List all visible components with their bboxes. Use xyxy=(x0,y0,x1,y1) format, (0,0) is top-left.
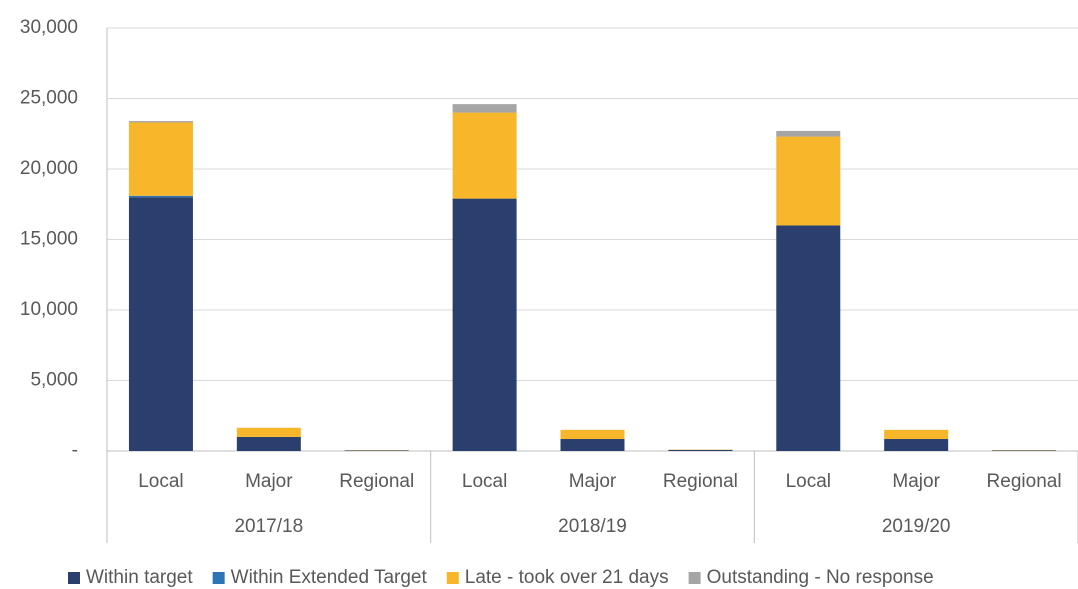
bar-segment xyxy=(128,121,193,123)
bar-segment xyxy=(452,104,517,113)
x-tick-label: Regional xyxy=(339,471,414,492)
group-label: 2019/20 xyxy=(882,516,951,537)
bar-segment xyxy=(776,225,841,451)
x-tick-label: Local xyxy=(462,471,507,492)
bar-segment xyxy=(236,436,301,451)
x-tick-label: Regional xyxy=(663,471,738,492)
bar-segment xyxy=(452,112,517,199)
x-tick-label: Regional xyxy=(987,471,1062,492)
group-label: 2017/18 xyxy=(234,516,303,537)
bar-segment xyxy=(128,197,193,451)
legend-swatch xyxy=(688,572,701,584)
x-tick-label: Local xyxy=(786,471,831,492)
bar-segment xyxy=(776,136,841,226)
x-tick-label: Local xyxy=(138,471,183,492)
x-tick-label: Major xyxy=(892,471,940,492)
bar-segment xyxy=(560,439,625,451)
bar-segment xyxy=(452,198,517,451)
legend-swatch xyxy=(68,572,80,584)
legend-label: Within Extended Target xyxy=(231,567,428,588)
bar-segment xyxy=(884,429,949,440)
y-tick-label: 5,000 xyxy=(30,370,78,391)
bar-segment xyxy=(776,130,841,137)
legend-label: Late - took over 21 days xyxy=(465,567,669,588)
y-tick-label: 10,000 xyxy=(20,299,78,320)
bar-segment xyxy=(884,439,949,451)
bar-segment xyxy=(560,429,625,440)
bar-segment xyxy=(128,195,193,198)
bar-segment xyxy=(128,122,193,196)
y-tick-label: 15,000 xyxy=(20,229,78,250)
y-tick-label: 25,000 xyxy=(20,88,78,109)
x-tick-label: Major xyxy=(245,471,293,492)
x-tick-label: Major xyxy=(569,471,617,492)
y-tick-label: - xyxy=(72,440,78,461)
bar-segment xyxy=(992,450,1057,451)
legend-label: Outstanding - No response xyxy=(707,567,934,588)
legend-label: Within target xyxy=(86,567,193,588)
legend-swatch xyxy=(212,572,225,584)
y-tick-label: 20,000 xyxy=(20,158,78,179)
bar-segment xyxy=(344,450,409,451)
bar-segment xyxy=(668,449,733,451)
y-tick-label: 30,000 xyxy=(20,17,78,38)
legend-swatch xyxy=(446,572,459,584)
bar-segment xyxy=(236,427,301,437)
group-label: 2018/19 xyxy=(558,516,627,537)
